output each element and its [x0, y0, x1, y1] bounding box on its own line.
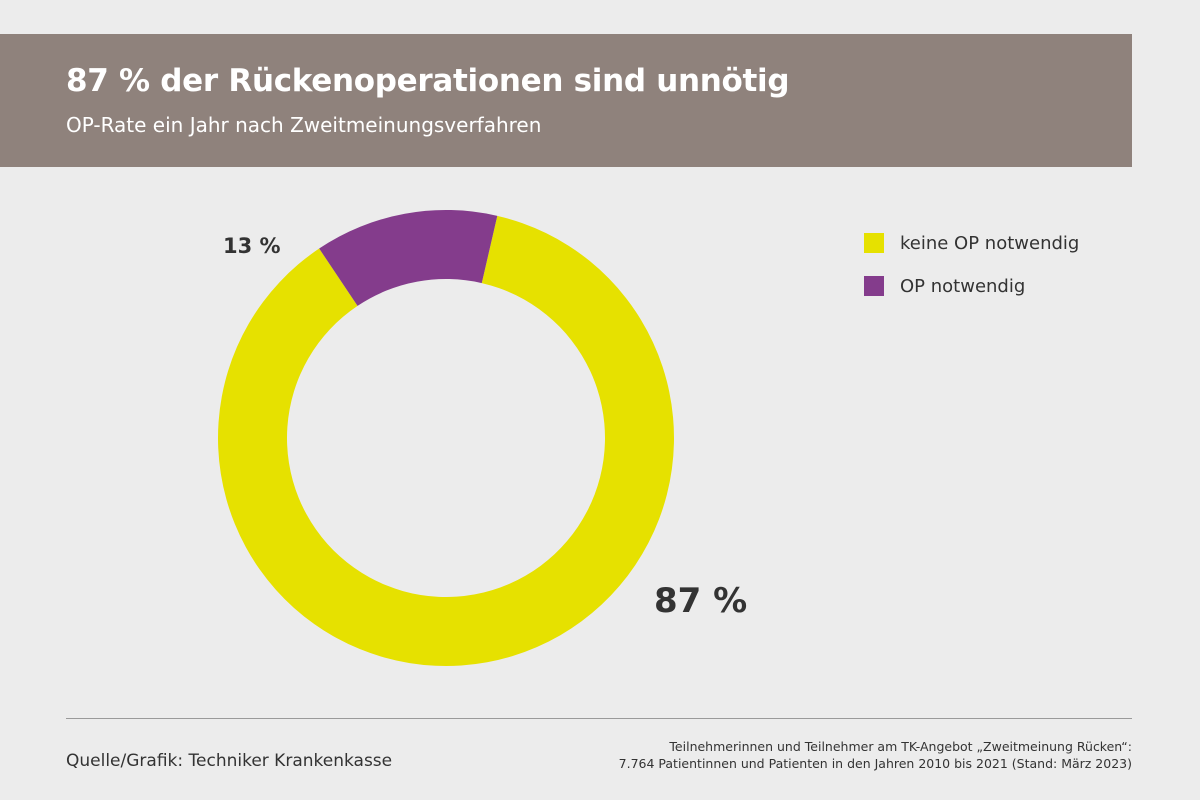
data-label-keine-op: 87 %	[654, 581, 747, 621]
legend-label-keine-op: keine OP notwendig	[900, 232, 1080, 254]
slice-keine-op	[217, 215, 675, 666]
legend-swatch-keine-op	[864, 233, 884, 253]
legend-swatch-op	[864, 276, 884, 296]
slice-op	[319, 210, 498, 306]
footer-divider	[66, 718, 1132, 719]
data-label-op: 13 %	[223, 234, 281, 258]
legend-label-op: OP notwendig	[900, 275, 1026, 297]
source-credit: Quelle/Grafik: Techniker Krankenkasse	[66, 751, 393, 771]
chart-title: 87 % der Rückenoperationen sind unnötig	[66, 63, 790, 99]
footnote: Teilnehmerinnen und Teilnehmer am TK-Ang…	[619, 738, 1132, 772]
legend-item-keine-op: keine OP notwendig	[864, 232, 1079, 254]
chart-subtitle: OP-Rate ein Jahr nach Zweitmeinungsverfa…	[66, 113, 542, 137]
chart-header: 87 % der Rückenoperationen sind unnötig …	[0, 34, 1132, 167]
footnote-line-2: 7.764 Patientinnen und Patienten in den …	[618, 756, 1132, 771]
chart-legend: keine OP notwendig OP notwendig	[864, 232, 1079, 318]
footnote-line-1: Teilnehmerinnen und Teilnehmer am TK-Ang…	[669, 739, 1132, 754]
legend-item-op: OP notwendig	[864, 275, 1079, 297]
